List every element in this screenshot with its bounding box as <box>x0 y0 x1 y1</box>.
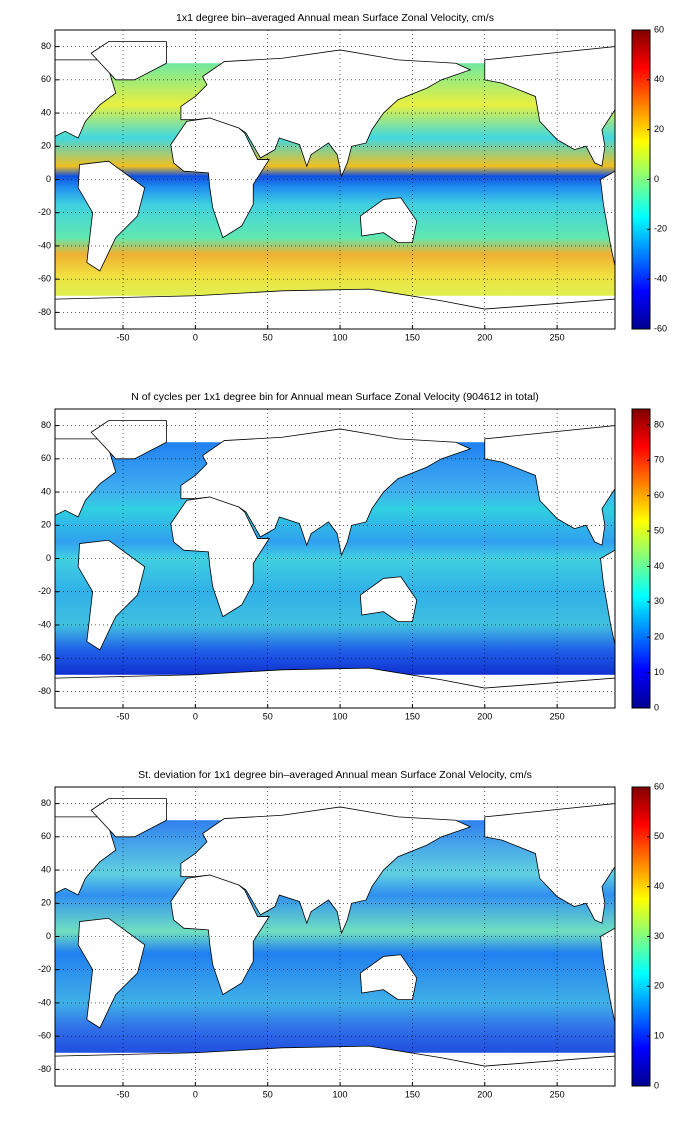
coastline <box>600 549 616 645</box>
axes-frame <box>54 786 616 1087</box>
y-tick-label: -80 <box>38 686 51 696</box>
panel-title: 1x1 degree bin–averaged Annual mean Surf… <box>176 12 494 24</box>
colorbar-tick-label: 60 <box>654 490 664 500</box>
y-tick-label: 0 <box>46 553 51 563</box>
coastline <box>170 874 270 996</box>
x-tick-label: -50 <box>117 332 130 342</box>
colorbar <box>631 408 651 709</box>
colorbar-tick-label: -20 <box>654 224 667 234</box>
y-tick-label: 60 <box>41 831 51 841</box>
x-tick-label: 0 <box>193 1089 198 1099</box>
coastline <box>90 798 167 838</box>
coastline <box>170 496 270 618</box>
axes-frame <box>54 29 616 330</box>
x-tick-label: 250 <box>550 711 565 721</box>
colorbar-tick-label: 70 <box>654 455 664 465</box>
y-tick-label: 40 <box>41 486 51 496</box>
panel-title: St. deviation for 1x1 degree bin–average… <box>138 769 532 781</box>
y-tick-label: -60 <box>38 1031 51 1041</box>
colorbar-tick-label: -40 <box>654 274 667 284</box>
x-tick-label: 150 <box>405 332 420 342</box>
y-tick-label: -60 <box>38 274 51 284</box>
coastline <box>180 49 472 178</box>
y-tick-label: -80 <box>38 1064 51 1074</box>
x-tick-label: 200 <box>477 711 492 721</box>
colorbar-tick-label: 30 <box>654 931 664 941</box>
y-tick-label: 20 <box>41 520 51 530</box>
y-tick-label: 20 <box>41 898 51 908</box>
y-tick-label: 0 <box>46 931 51 941</box>
coastline <box>90 41 167 81</box>
colorbar-tick-label: 50 <box>654 525 664 535</box>
coastline <box>77 160 146 272</box>
y-tick-label: 0 <box>46 174 51 184</box>
colorbar-tick-label: 50 <box>654 831 664 841</box>
x-tick-label: 50 <box>263 711 273 721</box>
x-tick-label: 0 <box>193 332 198 342</box>
x-tick-label: 200 <box>477 1089 492 1099</box>
y-tick-label: 60 <box>41 453 51 463</box>
coastline <box>77 539 146 651</box>
x-tick-label: 150 <box>405 1089 420 1099</box>
y-tick-label: -40 <box>38 619 51 629</box>
colorbar-tick-label: 0 <box>654 1080 659 1090</box>
map-panel: 1x1 degree bin–averaged Annual mean Surf… <box>38 12 667 343</box>
coastline <box>600 170 616 266</box>
x-tick-label: 100 <box>333 1089 348 1099</box>
x-tick-label: -50 <box>117 711 130 721</box>
colorbar-tick-label: 30 <box>654 596 664 606</box>
x-tick-label: 100 <box>333 332 348 342</box>
x-tick-label: 0 <box>193 711 198 721</box>
x-tick-label: 50 <box>263 332 273 342</box>
colorbar-tick-label: 80 <box>654 419 664 429</box>
y-tick-label: 40 <box>41 864 51 874</box>
coastline <box>77 917 146 1029</box>
y-tick-label: 20 <box>41 141 51 151</box>
y-tick-label: -80 <box>38 307 51 317</box>
colorbar-tick-label: 40 <box>654 881 664 891</box>
x-tick-label: 250 <box>550 332 565 342</box>
x-tick-label: 50 <box>263 1089 273 1099</box>
map-panel: N of cycles per 1x1 degree bin for Annua… <box>38 391 664 722</box>
colorbar-tick-label: 10 <box>654 667 664 677</box>
axes-frame <box>54 408 616 709</box>
x-tick-label: -50 <box>117 1089 130 1099</box>
y-tick-label: 80 <box>41 798 51 808</box>
y-tick-label: -40 <box>38 240 51 250</box>
y-tick-label: -20 <box>38 964 51 974</box>
colorbar-tick-label: 60 <box>654 781 664 791</box>
y-tick-label: 40 <box>41 107 51 117</box>
map-panel: St. deviation for 1x1 degree bin–average… <box>38 769 664 1100</box>
colorbar-tick-label: 0 <box>654 174 659 184</box>
colorbar-tick-label: 0 <box>654 702 659 712</box>
colorbar-tick-label: 10 <box>654 1031 664 1041</box>
y-tick-label: -20 <box>38 207 51 217</box>
y-tick-label: -60 <box>38 653 51 663</box>
coastline <box>600 927 616 1023</box>
coastline <box>180 428 472 557</box>
y-tick-label: 80 <box>41 41 51 51</box>
colorbar-tick-label: 40 <box>654 74 664 84</box>
y-tick-label: 60 <box>41 74 51 84</box>
x-tick-label: 250 <box>550 1089 565 1099</box>
coastline <box>170 117 270 239</box>
y-tick-label: -40 <box>38 997 51 1007</box>
y-tick-label: -20 <box>38 586 51 596</box>
colorbar-tick-label: 20 <box>654 632 664 642</box>
coastline <box>90 420 167 460</box>
y-tick-label: 80 <box>41 420 51 430</box>
colorbar-tick-label: 20 <box>654 124 664 134</box>
x-tick-label: 100 <box>333 711 348 721</box>
colorbar-tick-label: 40 <box>654 561 664 571</box>
panel-title: N of cycles per 1x1 degree bin for Annua… <box>131 391 538 403</box>
colorbar-tick-label: 20 <box>654 981 664 991</box>
x-tick-label: 150 <box>405 711 420 721</box>
coastline <box>180 806 472 935</box>
x-tick-label: 200 <box>477 332 492 342</box>
colorbar-tick-label: -60 <box>654 323 667 333</box>
colorbar-tick-label: 60 <box>654 24 664 34</box>
